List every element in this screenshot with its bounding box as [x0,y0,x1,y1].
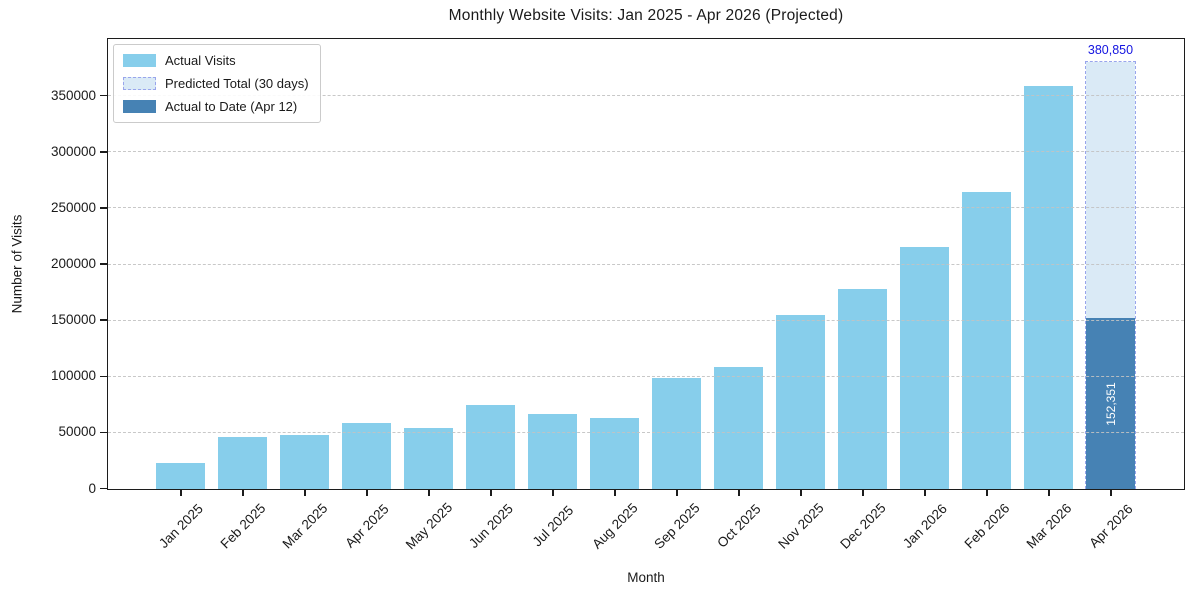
bar-actual-visits-feb-2026 [962,191,1011,489]
x-tick-mark [490,490,492,496]
gridline-50000 [108,431,1184,433]
x-tick-mark [304,490,306,496]
bar-actual-visits-jan-2025 [156,462,205,489]
x-tick-label-aug-2025: Aug 2025 [589,500,641,552]
gridline-100000 [108,375,1184,377]
y-tick-label-250000: 250000 [50,199,96,215]
legend: Actual Visits Predicted Total (30 days) … [113,44,321,123]
y-tick-label-300000: 300000 [50,143,96,159]
x-tick-label-mar-2025: Mar 2025 [279,500,331,552]
bar-actual-visits-apr-2025 [342,422,391,489]
legend-item-actual-to-date: Actual to Date (Apr 12) [123,99,309,114]
x-tick-label-may-2025: May 2025 [402,499,456,553]
legend-swatch-actual-to-date-icon [123,100,156,113]
y-tick-mark [100,319,107,321]
x-tick-label-oct-2025: Oct 2025 [714,501,764,551]
y-tick-label-50000: 50000 [58,424,96,440]
y-tick-label-350000: 350000 [50,87,96,103]
y-tick-label-100000: 100000 [50,368,96,384]
bar-actual-visits-aug-2025 [590,417,639,489]
x-tick-label-mar-2026: Mar 2026 [1023,500,1075,552]
legend-label-predicted-total: Predicted Total (30 days) [165,76,309,91]
x-tick-label-jun-2025: Jun 2025 [466,501,516,551]
annotation-380-850: 380,850 [1087,42,1134,57]
bar-actual-visits-dec-2025 [838,289,887,489]
x-tick-mark [738,490,740,496]
gridline-150000 [108,319,1184,321]
x-tick-mark [986,490,988,496]
y-tick-label-0: 0 [88,480,96,496]
y-tick-mark [100,375,107,377]
y-tick-mark [100,94,107,97]
x-tick-mark [180,490,182,496]
chart-title: Monthly Website Visits: Jan 2025 - Apr 2… [448,7,844,24]
bar-actual-visits-jan-2026 [900,247,949,489]
y-tick-mark [100,487,107,490]
x-tick-mark [242,490,244,496]
bar-actual-visits-mar-2026 [1024,86,1073,489]
x-tick-mark [800,490,802,496]
bar-actual-visits-feb-2025 [218,437,267,489]
y-tick-label-150000: 150000 [50,312,96,328]
legend-swatch-actual-visits-icon [123,54,156,67]
x-axis-label: Month [627,570,665,585]
x-tick-label-jan-2025: Jan 2025 [156,501,206,551]
bar-actual-visits-oct-2025 [714,366,763,489]
bar-actual-visits-sep-2025 [652,378,701,489]
x-tick-label-feb-2026: Feb 2026 [961,500,1013,552]
x-tick-mark [924,490,926,496]
y-tick-mark [100,431,107,434]
x-tick-label-sep-2025: Sep 2025 [651,500,703,552]
y-tick-mark [100,151,107,153]
x-tick-mark [1110,490,1112,496]
x-tick-mark [676,490,678,496]
bar-actual-visits-may-2025 [404,428,453,489]
x-tick-mark [428,490,430,496]
bar-outline-predicted-total-30-days- [1085,60,1136,489]
legend-item-actual-visits: Actual Visits [123,53,309,68]
x-tick-mark [366,490,368,496]
bar-actual-to-date-apr-12--apr-2026 [1086,318,1135,489]
gridline-200000 [108,263,1184,265]
y-tick-label-200000: 200000 [50,256,96,271]
x-tick-mark [614,490,616,496]
y-tick-mark [100,263,107,265]
gridline-300000 [108,151,1184,153]
plot-area: Actual Visits Predicted Total (30 days) … [107,38,1185,490]
x-tick-label-apr-2025: Apr 2025 [342,501,392,551]
x-tick-label-jul-2025: Jul 2025 [529,502,577,550]
x-tick-label-apr-2026: Apr 2026 [1086,501,1136,551]
x-tick-mark [1048,490,1050,496]
legend-label-actual-visits: Actual Visits [165,53,236,68]
gridline-350000 [108,95,1184,97]
gridline-250000 [108,207,1184,209]
x-tick-mark [862,490,864,496]
annotation-152-351: 152,351 [1103,381,1118,426]
legend-swatch-predicted-total-icon [123,77,156,90]
bar-actual-visits-nov-2025 [776,315,825,489]
x-tick-mark [552,490,554,496]
x-tick-label-feb-2025: Feb 2025 [217,500,269,552]
x-tick-label-dec-2025: Dec 2025 [837,500,889,552]
y-tick-mark [100,207,107,209]
bar-actual-visits-mar-2025 [280,435,329,489]
x-tick-label-nov-2025: Nov 2025 [775,500,827,552]
bar-actual-visits-jul-2025 [528,414,577,489]
x-tick-label-jan-2026: Jan 2026 [900,501,950,551]
bar-actual-visits-jun-2025 [466,405,515,489]
legend-label-actual-to-date: Actual to Date (Apr 12) [165,99,298,114]
legend-item-predicted-total: Predicted Total (30 days) [123,76,309,91]
